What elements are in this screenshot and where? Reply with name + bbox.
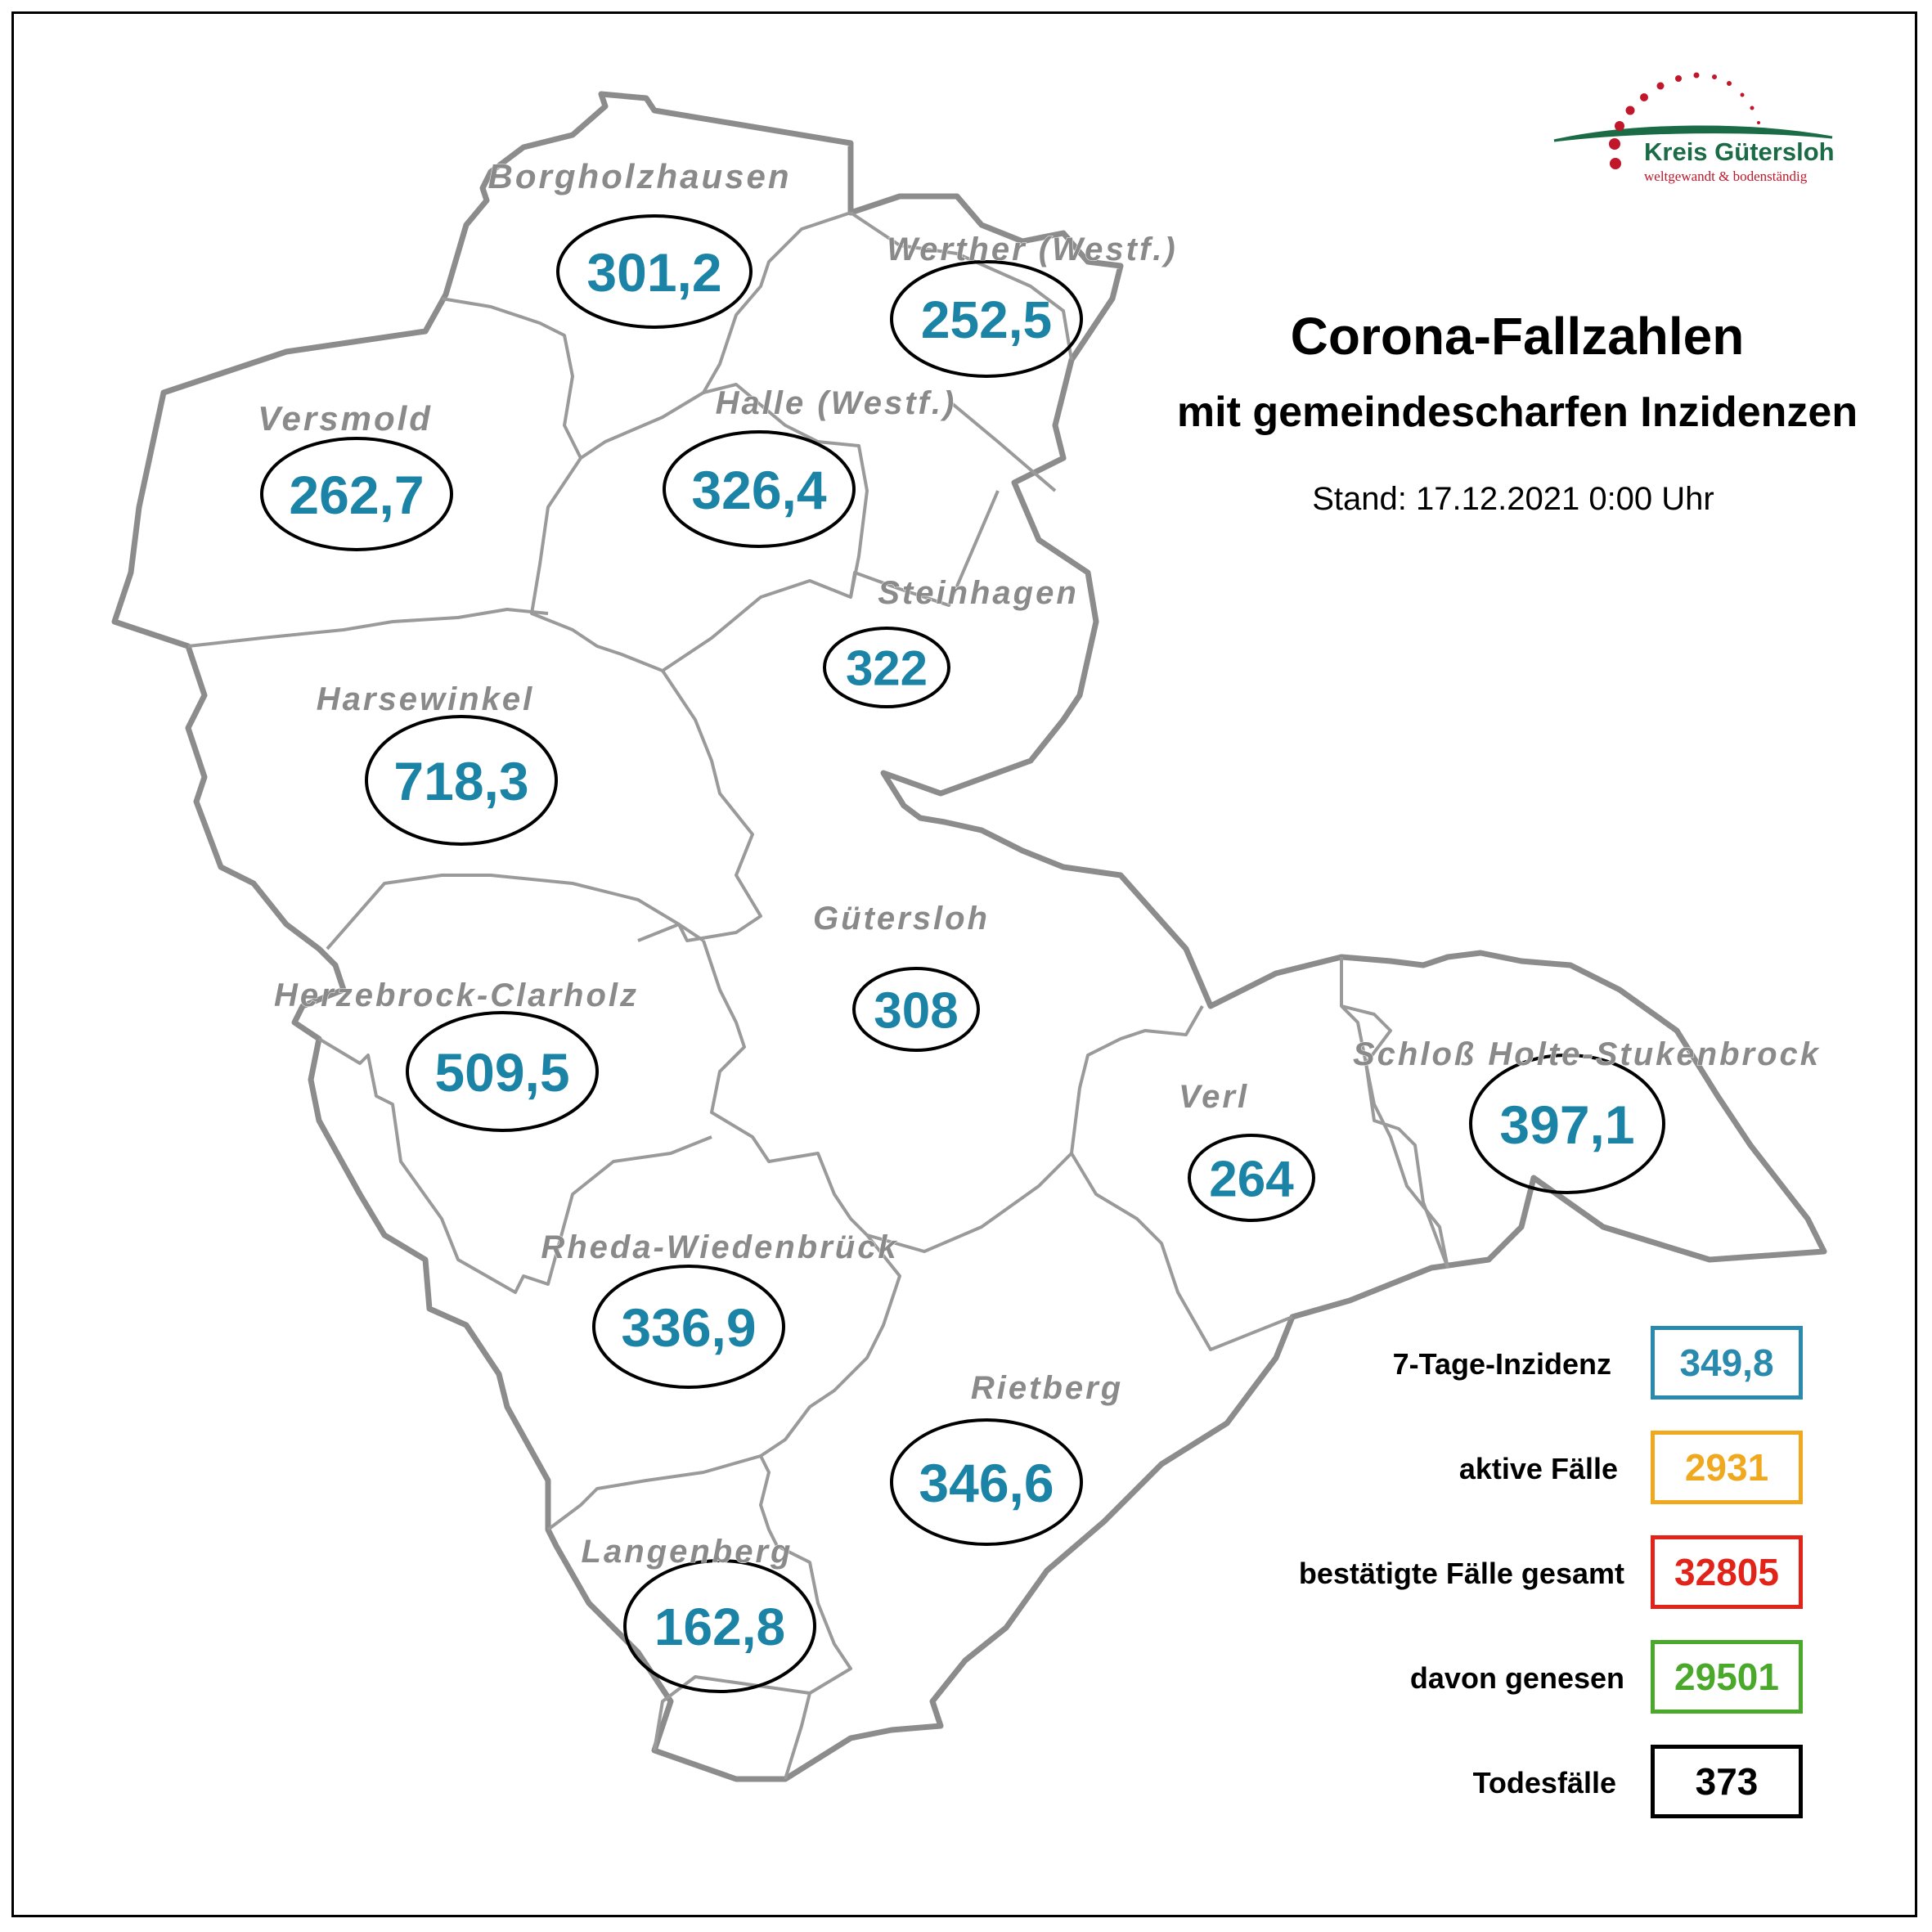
logo-dot [1750, 106, 1755, 110]
page-title: Corona-Fallzahlen [1290, 307, 1745, 366]
incidence-value-rheda-wiedenbrück: 336,9 [621, 1297, 756, 1358]
incidence-ellipse-verl [1188, 1134, 1315, 1222]
logo-dot [1727, 81, 1732, 86]
legend-value-active: 2931 [1651, 1431, 1803, 1504]
incidence-ellipse-halle-westf [663, 430, 856, 548]
municipality-name-steinhagen: Steinhagen [878, 575, 1079, 611]
logo-dot [1640, 93, 1648, 101]
incidence-value-herzebrock-clarholz: 509,5 [434, 1042, 569, 1103]
district-outline [111, 91, 1827, 1782]
incidence-ellipse-gütersloh [852, 967, 980, 1052]
municipality-name-halle-westf: Halle (Westf.) [716, 385, 957, 421]
incidence-ellipse-langenberg [623, 1559, 816, 1693]
logo-dot [1693, 72, 1700, 79]
municipality-name-harsewinkel: Harsewinkel [317, 681, 534, 717]
logo-dot [1615, 121, 1624, 131]
incidence-ellipse-harsewinkel [365, 715, 558, 846]
logo-name: Kreis Gütersloh [1644, 137, 1835, 166]
incidence-ellipse-versmold [260, 437, 453, 551]
municipality-name-schloß-holte-stukenbrock: Schloß Holte-Stukenbrock [1353, 1036, 1821, 1072]
incidence-value-halle-westf: 326,4 [691, 460, 826, 520]
incidence-ellipse-werther-westf [890, 260, 1083, 378]
page-subtitle: mit gemeindescharfen Inzidenzen [1176, 389, 1858, 436]
legend-label-recovered: davon genesen [1409, 1661, 1624, 1695]
legend-label-deaths: Todesfälle [1472, 1766, 1616, 1799]
incidence-value-versmold: 262,7 [289, 465, 424, 525]
municipality-name-gütersloh: Gütersloh [813, 901, 990, 937]
logo-dot [1656, 82, 1665, 90]
incidence-ellipse-steinhagen [823, 627, 950, 708]
incidence-ellipse-borgholzhausen [556, 214, 753, 329]
incidence-value-rietberg: 346,6 [919, 1453, 1054, 1513]
logo-swoosh [1553, 125, 1833, 142]
incidence-value-schloß-holte-stukenbrock: 397,1 [1499, 1094, 1634, 1155]
logo-dot [1610, 158, 1621, 169]
legend-label-incidence: 7-Tage-Inzidenz [1392, 1347, 1611, 1381]
logo-dot [1712, 74, 1717, 79]
municipality-name-werther-westf: Werther (Westf.) [887, 231, 1177, 267]
incidence-value-werther-westf: 252,5 [921, 290, 1052, 349]
incidence-ellipse-herzebrock-clarholz [406, 1011, 599, 1132]
incidence-ellipse-rietberg [890, 1418, 1083, 1546]
logo-dot [1740, 92, 1745, 97]
legend-value-confirmed: 32805 [1651, 1535, 1803, 1609]
legend-label-active: aktive Fälle [1458, 1452, 1618, 1485]
municipality-name-versmold: Versmold [258, 399, 433, 438]
logo-dot [1757, 121, 1760, 124]
municipality-name-rheda-wiedenbrück: Rheda-Wiedenbrück [541, 1229, 898, 1265]
incidence-value-gütersloh: 308 [874, 982, 958, 1039]
logo-dot [1609, 138, 1620, 150]
logo-dot [1625, 106, 1635, 115]
legend-value-incidence: 349,8 [1651, 1326, 1803, 1400]
date-stamp: Stand: 17.12.2021 0:00 Uhr [1312, 481, 1714, 517]
incidence-value-langenberg: 162,8 [654, 1597, 785, 1656]
municipal-borders [187, 211, 1449, 1780]
municipality-name-verl: Verl [1179, 1079, 1249, 1115]
logo-slogan: weltgewandt & bodenständig [1644, 168, 1808, 184]
incidence-ellipse-rheda-wiedenbrück [592, 1265, 785, 1389]
image-frame [11, 11, 1917, 1917]
legend-value-deaths: 373 [1651, 1745, 1803, 1818]
logo-dot [1675, 75, 1682, 82]
municipality-name-herzebrock-clarholz: Herzebrock-Clarholz [274, 977, 639, 1013]
municipality-name-borgholzhausen: Borgholzhausen [487, 157, 791, 195]
incidence-value-harsewinkel: 718,3 [393, 751, 528, 811]
municipality-name-rietberg: Rietberg [971, 1370, 1123, 1406]
legend-value-recovered: 29501 [1651, 1640, 1803, 1714]
municipality-name-langenberg: Langenberg [582, 1534, 793, 1570]
legend-label-confirmed: bestätigte Fälle gesamt [1298, 1557, 1624, 1590]
incidence-value-steinhagen: 322 [846, 641, 928, 696]
logo-emblem [1553, 72, 1833, 169]
incidence-ellipse-schloß-holte-stukenbrock [1469, 1054, 1665, 1194]
incidence-value-borgholzhausen: 301,2 [586, 242, 721, 303]
incidence-value-verl: 264 [1209, 1151, 1294, 1207]
